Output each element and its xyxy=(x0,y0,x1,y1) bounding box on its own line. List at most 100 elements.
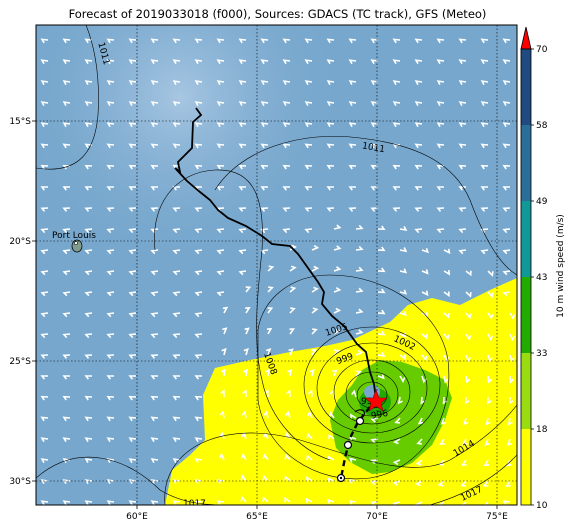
wind-barb xyxy=(414,80,423,86)
wind-barb xyxy=(84,479,93,485)
wind-barb xyxy=(219,431,225,440)
wind-barb xyxy=(282,143,291,149)
wind-barb xyxy=(443,270,451,276)
wind-barb xyxy=(150,101,159,107)
wind-barb xyxy=(502,291,511,297)
isobar-1017-east xyxy=(429,454,517,505)
wind-barb xyxy=(265,368,270,377)
colorbar-segment xyxy=(521,49,531,125)
wind-barb xyxy=(421,269,429,275)
wind-barb xyxy=(62,164,71,170)
wind-barb xyxy=(172,500,181,505)
wind-barb xyxy=(194,500,203,505)
wind-barb xyxy=(40,122,49,128)
wind-barb xyxy=(62,38,71,44)
wind-barb xyxy=(304,122,313,128)
wind-barb xyxy=(128,458,137,464)
colorbar-tick: 49 xyxy=(536,197,548,207)
wind-barb xyxy=(284,453,291,461)
wind-barb xyxy=(414,207,423,212)
wind-barb xyxy=(106,59,115,65)
wind-barb xyxy=(128,80,137,86)
wind-barb xyxy=(216,101,225,107)
wind-barb xyxy=(370,80,379,86)
wind-barb xyxy=(458,143,467,149)
wind-barb xyxy=(62,354,71,359)
wind-barb xyxy=(348,186,356,191)
forecast-position-marker xyxy=(343,440,353,450)
wind-barb xyxy=(128,291,137,297)
wind-barb xyxy=(40,207,49,212)
wind-barb xyxy=(282,59,291,65)
wind-barb xyxy=(460,480,467,487)
wind-barb xyxy=(84,500,93,505)
wind-barb xyxy=(397,396,403,405)
wind-barb xyxy=(436,228,445,234)
wind-barb xyxy=(238,164,247,170)
wind-barb xyxy=(483,459,489,467)
wind-barb xyxy=(348,457,357,463)
wind-barb xyxy=(238,59,247,65)
wind-barb xyxy=(370,59,379,65)
wind-barb xyxy=(84,416,93,422)
wind-barb xyxy=(220,368,226,377)
wind-barb xyxy=(128,228,137,234)
wind-barb xyxy=(399,268,408,274)
wind-barb xyxy=(305,497,313,504)
wind-barb xyxy=(351,389,357,398)
wind-barbs xyxy=(40,38,516,505)
wind-barb xyxy=(40,500,49,505)
wind-barb xyxy=(370,186,378,191)
wind-barb xyxy=(458,186,466,191)
wind-barb xyxy=(509,312,516,320)
wind-barb xyxy=(502,143,511,149)
wind-barb xyxy=(62,270,71,276)
wind-barb xyxy=(62,312,71,318)
wind-barb xyxy=(421,247,429,254)
wind-barb xyxy=(40,416,49,422)
wind-barb xyxy=(326,207,335,212)
wind-barb xyxy=(84,207,93,212)
wind-barb xyxy=(482,480,489,487)
colorbar: 10 18 33 43 49 58 70 10 m wind speed (m/… xyxy=(520,26,566,511)
wind-barb xyxy=(84,59,93,65)
wind-barb xyxy=(328,411,335,419)
wind-barb xyxy=(392,207,401,212)
wind-barb xyxy=(62,143,71,149)
wind-barb xyxy=(421,375,427,384)
wind-barb xyxy=(348,143,357,149)
wind-barb xyxy=(84,437,93,443)
lon-tick-label: 75°E xyxy=(486,512,508,522)
wind-barb xyxy=(150,207,159,212)
wind-barb xyxy=(399,375,406,383)
wind-barb xyxy=(480,143,489,149)
wind-barb xyxy=(393,438,401,445)
wind-barb xyxy=(348,478,357,484)
wind-barb xyxy=(377,352,386,358)
wind-barb xyxy=(355,266,364,272)
wind-barb xyxy=(288,348,294,356)
wind-barb xyxy=(311,348,317,356)
wind-barb xyxy=(392,459,401,466)
wind-barb xyxy=(304,143,313,149)
colorbar-segment xyxy=(521,125,531,201)
wind-barb xyxy=(458,164,467,170)
wind-barb xyxy=(150,80,159,86)
isobar-1011-north xyxy=(36,25,99,170)
wind-barb xyxy=(465,312,472,320)
wind-barb xyxy=(502,186,510,191)
colorbar-tick: 70 xyxy=(536,45,548,55)
wind-barb xyxy=(333,224,342,230)
wind-barb xyxy=(326,143,335,149)
wind-barb xyxy=(194,101,203,107)
wind-barb xyxy=(502,249,511,255)
wind-barb xyxy=(392,101,401,107)
map-frame xyxy=(35,24,518,506)
wind-barb xyxy=(150,416,159,422)
wind-barb xyxy=(172,437,181,443)
wind-barb xyxy=(172,228,181,234)
wind-barb xyxy=(392,501,401,505)
wind-barb xyxy=(421,333,428,340)
wind-barb xyxy=(414,143,423,149)
wind-barb xyxy=(443,312,450,319)
